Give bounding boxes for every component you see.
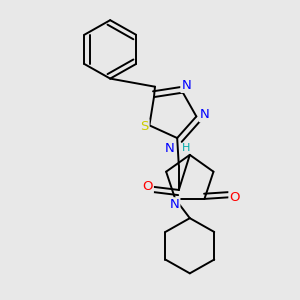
Text: O: O	[142, 180, 153, 193]
Text: N: N	[181, 79, 191, 92]
Text: H: H	[182, 142, 190, 153]
Text: S: S	[140, 120, 148, 133]
Text: N: N	[165, 142, 174, 155]
Text: N: N	[169, 198, 179, 211]
Text: O: O	[230, 191, 240, 204]
Text: N: N	[200, 108, 209, 121]
